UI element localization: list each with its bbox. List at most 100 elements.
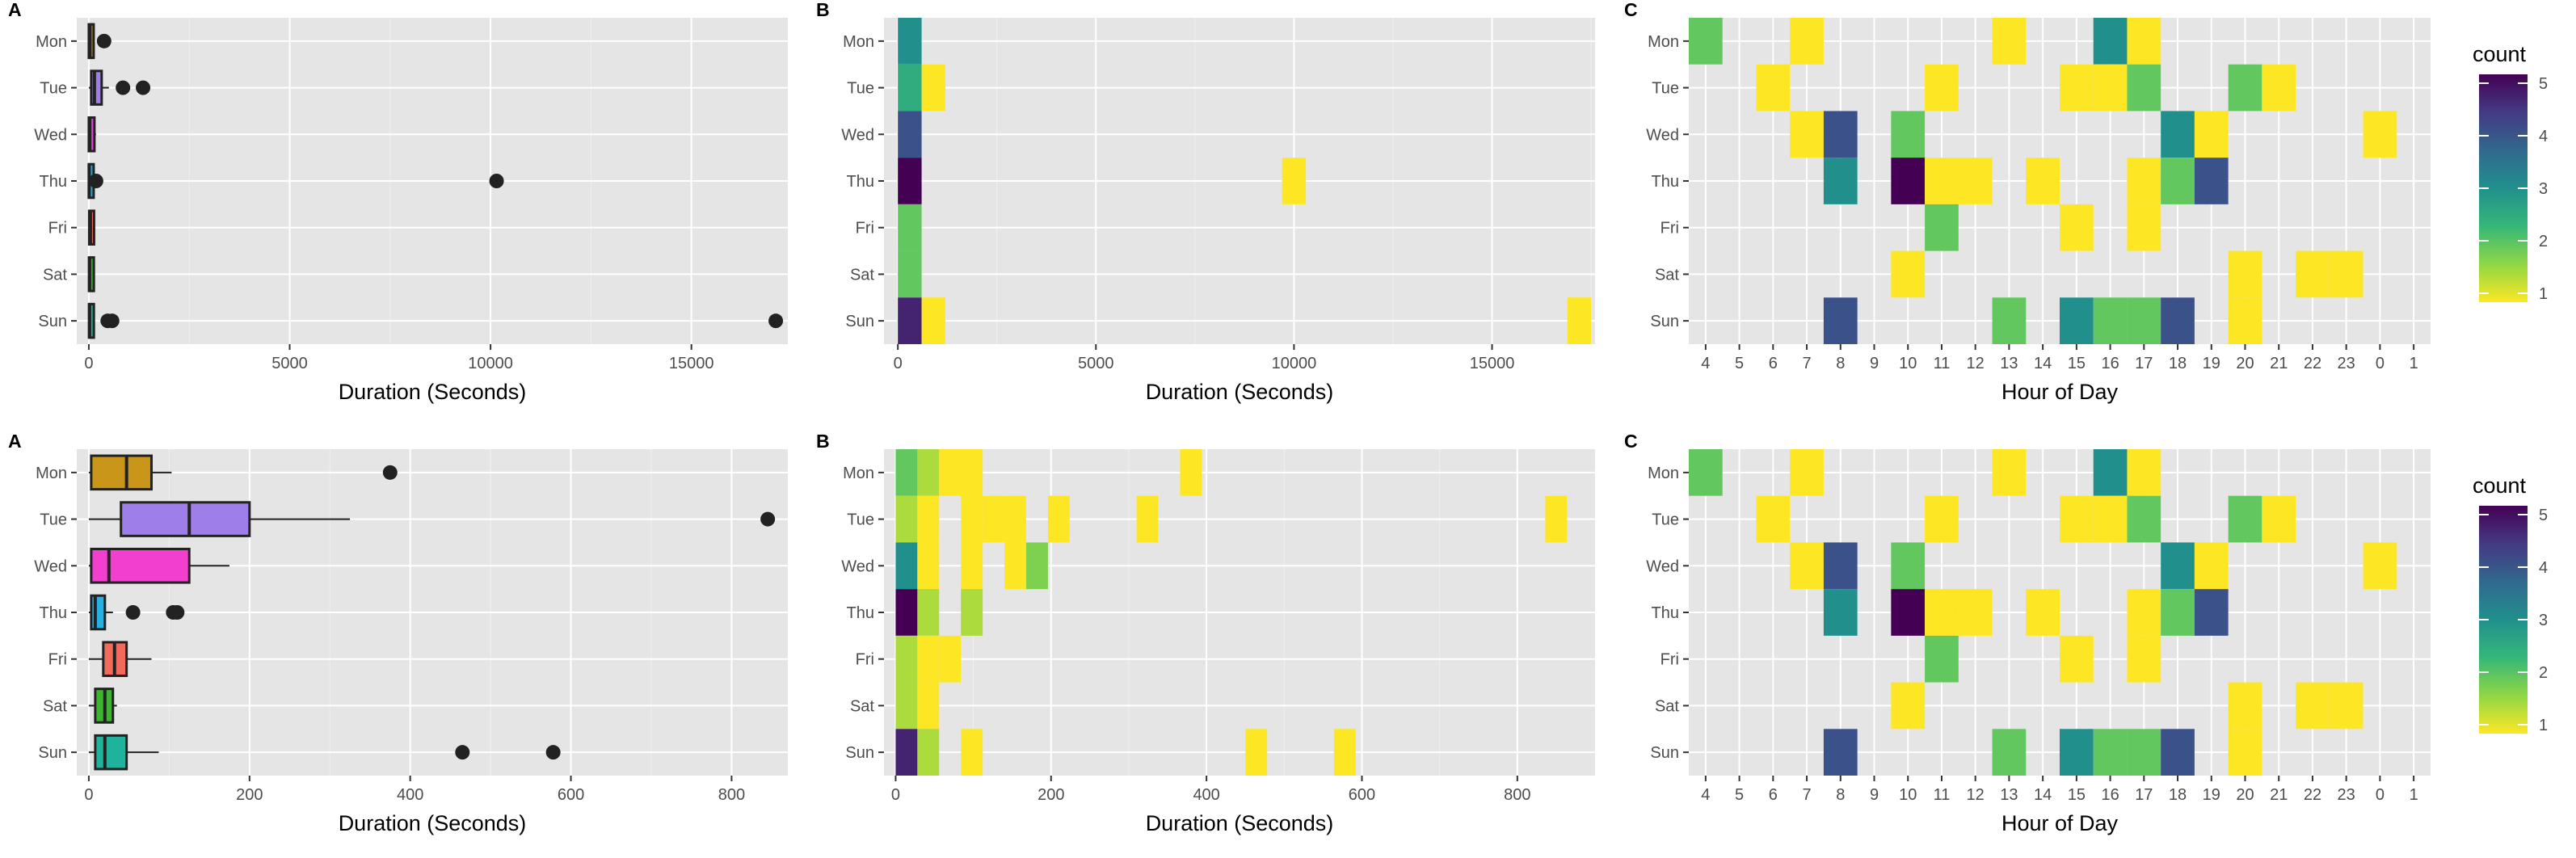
heatmap-tile: [1004, 495, 1026, 543]
heatmap-tile: [2194, 589, 2229, 636]
x-tick-label: 14: [2034, 786, 2052, 804]
heatmap-tile: [2127, 18, 2161, 65]
x-tick-label: 18: [2169, 786, 2187, 804]
heatmap-tile: [961, 729, 983, 776]
heatmap-tile: [2228, 64, 2262, 111]
heatmap-tile: [2127, 297, 2161, 344]
outlier-point: [489, 174, 504, 188]
heatmap-tile: [2127, 204, 2161, 251]
y-tick-label: Mon: [1648, 33, 1679, 51]
y-tick-label: Thu: [1652, 604, 1679, 622]
heatmap-tile: [1891, 682, 1926, 730]
outlier-point: [768, 313, 784, 329]
heatmap-tile: [2127, 158, 2161, 204]
box-body: [90, 454, 153, 491]
heatmap-tile: [1891, 542, 1926, 590]
heatmap-tile: [898, 158, 922, 204]
heatmap-tile: [2127, 635, 2161, 683]
x-tick-label: 4: [1701, 786, 1710, 804]
heatmap-tile: [921, 64, 945, 111]
box-sat: [88, 688, 117, 724]
panel-tag: B: [816, 0, 830, 20]
heatmap-tile: [2161, 111, 2195, 158]
x-tick-label: 8: [1836, 355, 1845, 372]
legend: count 1 2 3 4 5: [2473, 473, 2548, 734]
box-sat: [87, 256, 95, 292]
outlier-point: [545, 745, 561, 760]
x-tick-label: 10: [1899, 786, 1917, 804]
heatmap-tile: [2161, 729, 2195, 776]
heatmap-tile: [2093, 449, 2128, 496]
heatmap-tile: [2161, 542, 2195, 590]
heatmap-tile: [2093, 18, 2128, 65]
heatmap-tile: [1958, 158, 1993, 204]
x-tick-label: 15000: [669, 355, 714, 372]
y-tick-label: Mon: [36, 33, 67, 51]
panel-tag: C: [1624, 0, 1638, 20]
heatmap-tile: [895, 495, 918, 543]
heatmap-tile: [1567, 297, 1592, 344]
outlier-point: [104, 313, 120, 329]
y-tick-label: Sat: [850, 697, 874, 715]
box-body: [90, 594, 107, 631]
x-tick-label: 19: [2203, 355, 2220, 372]
box-fri: [87, 209, 95, 246]
y-tick-label: Wed: [1646, 126, 1679, 144]
heatmap-tile: [1689, 18, 1723, 65]
x-tick-label: 0: [84, 355, 93, 372]
heatmap-tile: [1136, 495, 1159, 543]
heatmap-tile: [898, 204, 922, 251]
heatmap-tile: [1925, 589, 1959, 636]
heatmap-tile: [2228, 729, 2262, 776]
y-tick-label: Mon: [1648, 465, 1679, 482]
x-tick-label: 5: [1735, 786, 1744, 804]
heatmap-tile: [2161, 158, 2195, 204]
box-sun: [87, 302, 784, 339]
x-tick-label: 16: [2101, 786, 2119, 804]
heatmap-tile: [1925, 635, 1959, 683]
heatmap-tile: [898, 111, 922, 158]
x-tick-label: 0: [891, 786, 900, 804]
heatmap-tile: [2127, 729, 2161, 776]
heatmap-tile: [917, 635, 940, 683]
heatmap-tile: [921, 297, 945, 344]
heatmap-tile: [917, 729, 940, 776]
heatmap-tile: [2026, 589, 2060, 636]
legend-tick-label: 4: [2539, 128, 2548, 145]
heatmap-tile: [2228, 297, 2262, 344]
heatmap-tile: [2127, 64, 2161, 111]
x-tick-label: 5000: [271, 355, 308, 372]
x-tick-label: 10000: [1272, 355, 1317, 372]
heatmap-tile: [2194, 542, 2229, 590]
y-tick-label: Tue: [40, 80, 67, 98]
x-tick-label: 23: [2338, 786, 2355, 804]
heatmap-tile: [1004, 542, 1026, 590]
x-tick-label: 11: [1934, 786, 1951, 804]
heatmap-tile: [1823, 542, 1858, 590]
heatmap-tile: [2228, 682, 2262, 730]
heatmap-tile: [1823, 111, 1858, 158]
heatmap-tile: [1823, 158, 1858, 204]
heatmap-tile: [898, 297, 922, 344]
y-tick-label: Wed: [1646, 557, 1679, 575]
y-tick-label: Fri: [1661, 220, 1679, 238]
y-tick-label: Wed: [34, 557, 67, 575]
legend-tick-label: 1: [2539, 717, 2548, 734]
x-tick-label: 5: [1735, 355, 1744, 372]
heatmap-tile: [1333, 729, 1356, 776]
heatmap-tile: [1026, 542, 1048, 590]
y-tick-label: Sat: [850, 266, 874, 284]
panel-top-A: A 0 5000 10000 15000 Mon Tue Wed Thu Fri Sat Sun Dur…: [8, 0, 788, 404]
heatmap-tile: [2127, 495, 2161, 543]
y-tick-label: Sat: [43, 697, 67, 715]
heatmap-tile: [1545, 495, 1568, 543]
x-tick-label: 15: [2068, 355, 2086, 372]
y-tick-label: Tue: [847, 80, 874, 98]
heatmap-tile: [898, 18, 922, 65]
heatmap-tile: [1282, 158, 1307, 204]
x-tick-label: 21: [2270, 355, 2288, 372]
x-tick-label: 14: [2034, 355, 2052, 372]
heatmap-tile: [2194, 111, 2229, 158]
legend-title: count: [2473, 473, 2527, 498]
panel-bottom-B: B 0 200 400 600 800 Mon Tue Wed Thu Fri Sat Sun Durat…: [816, 431, 1595, 835]
